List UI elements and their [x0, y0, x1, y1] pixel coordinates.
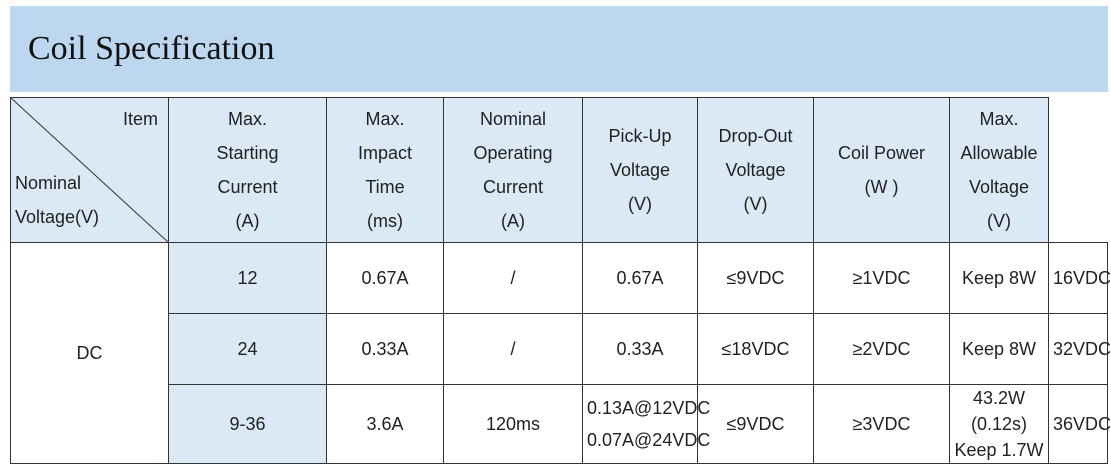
pickup-voltage-cell: ≤9VDC	[697, 384, 814, 464]
dropout-voltage-cell: ≥1VDC	[813, 242, 950, 314]
nominal-voltage-cell: 9-36	[168, 384, 327, 464]
nominal-voltage-cell: 12	[168, 242, 327, 314]
operating-current-cell: 0.67A	[582, 242, 698, 314]
max-voltage-cell: 36VDC	[1048, 384, 1111, 464]
starting-current-cell: 3.6A	[326, 384, 444, 464]
diagonal-divider	[11, 98, 168, 242]
starting-current-cell: 0.67A	[326, 242, 444, 314]
max-voltage-cell: 16VDC	[1048, 242, 1111, 314]
corner-item-label: Item	[122, 109, 158, 129]
starting-current-cell: 0.33A	[326, 313, 444, 385]
group-label-dc: DC	[10, 242, 169, 464]
impact-time-cell: /	[443, 242, 583, 314]
dropout-voltage-cell: ≥3VDC	[813, 384, 950, 464]
header-starting-current: Max. Starting Current (A)	[168, 97, 327, 243]
pickup-voltage-cell: ≤9VDC	[697, 242, 814, 314]
header-dropout-voltage: Drop-Out Voltage (V)	[697, 97, 814, 243]
operating-current-cell: 0.13A@12VDC 0.07A@24VDC	[582, 384, 710, 464]
pickup-voltage-cell: ≤18VDC	[697, 313, 814, 385]
operating-current-cell: 0.33A	[582, 313, 698, 385]
nominal-voltage-cell: 24	[168, 313, 327, 385]
table-row: DC 12 0.67A / 0.67A ≤9VDC ≥1VDC Keep 8W …	[10, 242, 1111, 464]
impact-time-cell: 120ms	[443, 384, 583, 464]
coil-spec-table: Item Nominal Voltage(V) Max. Starting Curr…	[10, 97, 1111, 464]
corner-header-cell: Item Nominal Voltage(V)	[10, 97, 169, 243]
coil-power-cell: Keep 8W	[949, 313, 1049, 385]
corner-nominal-label: Nominal Voltage(V)	[15, 173, 100, 227]
dropout-voltage-cell: ≥2VDC	[813, 313, 950, 385]
header-impact-time: Max. Impact Time (ms)	[326, 97, 444, 243]
section-title: Coil Specification	[28, 30, 275, 67]
header-operating-current: Nominal Operating Current (A)	[443, 97, 583, 243]
table-row: 24 0.33A / 0.33A ≤18VDC ≥2VDC Keep 8W 32…	[11, 313, 1111, 385]
header-max-allowable-voltage: Max. Allowable Voltage (V)	[949, 97, 1049, 243]
table-row: 9-36 3.6A 120ms 0.13A@12VDC 0.07A@24VDC ≤…	[11, 384, 1111, 464]
header-row: Item Nominal Voltage(V) Max. Starting Curr…	[10, 97, 1108, 243]
impact-time-cell: /	[443, 313, 583, 385]
coil-power-cell: 43.2W (0.12s) Keep 1.7W	[949, 384, 1049, 464]
header-pickup-voltage: Pick-Up Voltage (V)	[582, 97, 698, 243]
section-title-bar: Coil Specification	[10, 6, 1108, 92]
header-coil-power: Coil Power (W )	[813, 97, 950, 243]
coil-power-cell: Keep 8W	[949, 242, 1049, 314]
max-voltage-cell: 32VDC	[1048, 313, 1111, 385]
